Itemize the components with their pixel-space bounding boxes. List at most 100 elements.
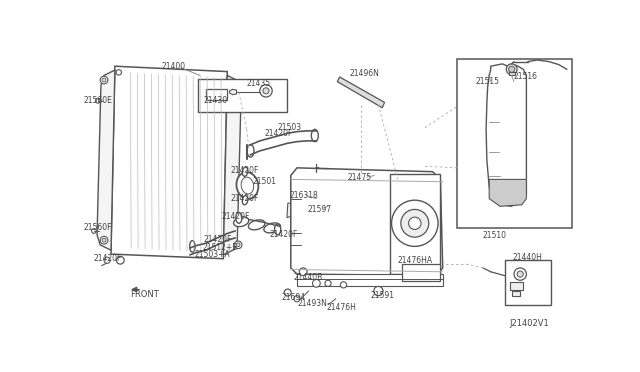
Text: 21560E: 21560E (83, 96, 112, 105)
Text: 21503+A: 21503+A (195, 250, 230, 259)
Circle shape (300, 268, 307, 276)
Circle shape (284, 289, 291, 296)
Bar (458, 58, 572, 228)
Circle shape (374, 286, 383, 296)
Text: 21496N: 21496N (349, 70, 380, 78)
Text: 21430: 21430 (204, 96, 228, 105)
Circle shape (102, 238, 106, 242)
Ellipse shape (275, 224, 281, 235)
Text: 21435: 21435 (246, 79, 271, 89)
Ellipse shape (189, 241, 195, 252)
Circle shape (100, 76, 108, 84)
Ellipse shape (234, 217, 249, 227)
Text: 21512+B: 21512+B (202, 243, 238, 251)
Polygon shape (111, 66, 227, 259)
Circle shape (234, 81, 242, 89)
Circle shape (260, 85, 272, 97)
Polygon shape (312, 216, 326, 248)
Circle shape (311, 189, 345, 223)
Circle shape (116, 256, 124, 264)
Ellipse shape (243, 196, 248, 205)
Ellipse shape (247, 145, 254, 157)
Circle shape (325, 280, 331, 286)
Circle shape (517, 271, 524, 277)
Circle shape (316, 195, 340, 218)
Ellipse shape (264, 223, 280, 233)
Circle shape (234, 241, 242, 249)
Circle shape (104, 257, 110, 263)
Circle shape (408, 217, 421, 230)
Text: FRONT: FRONT (131, 291, 159, 299)
Circle shape (514, 268, 527, 280)
Circle shape (294, 296, 300, 302)
Text: 21597: 21597 (307, 205, 332, 214)
Bar (198, 79, 287, 112)
Bar (510, 282, 522, 289)
Text: 21493N: 21493N (297, 299, 327, 308)
Bar (513, 291, 520, 296)
Ellipse shape (243, 167, 248, 176)
Text: 21694: 21694 (282, 293, 306, 302)
Polygon shape (97, 70, 115, 250)
Polygon shape (287, 203, 317, 218)
Polygon shape (339, 173, 362, 202)
Polygon shape (223, 76, 241, 255)
Circle shape (236, 243, 240, 247)
Text: 21400: 21400 (161, 62, 186, 71)
Text: 21591: 21591 (371, 291, 395, 300)
Circle shape (116, 70, 122, 75)
Polygon shape (305, 167, 328, 195)
Text: 21420F: 21420F (230, 166, 259, 174)
Ellipse shape (241, 177, 253, 194)
Circle shape (340, 282, 347, 288)
Text: 21420F: 21420F (204, 235, 232, 244)
Circle shape (102, 78, 106, 82)
Circle shape (392, 200, 438, 246)
Circle shape (100, 236, 108, 244)
Polygon shape (489, 179, 527, 206)
Circle shape (92, 229, 96, 233)
Circle shape (236, 84, 240, 87)
Text: 21420F: 21420F (94, 254, 122, 263)
Circle shape (506, 64, 517, 75)
Text: J21402V1: J21402V1 (509, 319, 549, 328)
Ellipse shape (311, 129, 318, 142)
Polygon shape (486, 64, 527, 206)
Text: 21516: 21516 (514, 73, 538, 81)
Circle shape (263, 88, 269, 94)
Bar (205, 89, 227, 100)
Text: 21420F: 21420F (230, 194, 259, 203)
Polygon shape (337, 77, 385, 108)
Ellipse shape (236, 172, 259, 199)
Circle shape (509, 66, 515, 73)
Text: 21501: 21501 (252, 177, 276, 186)
Text: 21515: 21515 (476, 77, 499, 86)
Circle shape (312, 279, 320, 287)
Polygon shape (291, 168, 443, 276)
Text: 21476HA: 21476HA (397, 256, 433, 265)
Ellipse shape (248, 220, 265, 230)
Polygon shape (230, 89, 237, 95)
Circle shape (401, 209, 429, 237)
Bar (509, 71, 515, 76)
Polygon shape (335, 213, 368, 232)
Circle shape (323, 201, 333, 212)
Text: 21560F: 21560F (83, 222, 111, 232)
Text: 21510: 21510 (483, 231, 507, 240)
Bar (505, 260, 551, 305)
Text: 216318: 216318 (289, 191, 318, 200)
Bar (390, 174, 440, 274)
Text: 21476H: 21476H (326, 304, 356, 312)
Text: 21420F: 21420F (270, 230, 298, 239)
Text: 21440H: 21440H (513, 253, 542, 262)
Bar (402, 264, 440, 281)
Ellipse shape (236, 212, 242, 223)
Circle shape (95, 99, 100, 103)
Text: 21475: 21475 (348, 173, 371, 182)
Text: 21420F: 21420F (222, 212, 250, 221)
Text: 21503: 21503 (278, 122, 301, 132)
Text: 21440B: 21440B (293, 273, 323, 282)
Bar (297, 274, 443, 286)
Text: 21420F: 21420F (264, 129, 293, 138)
Circle shape (326, 204, 330, 209)
